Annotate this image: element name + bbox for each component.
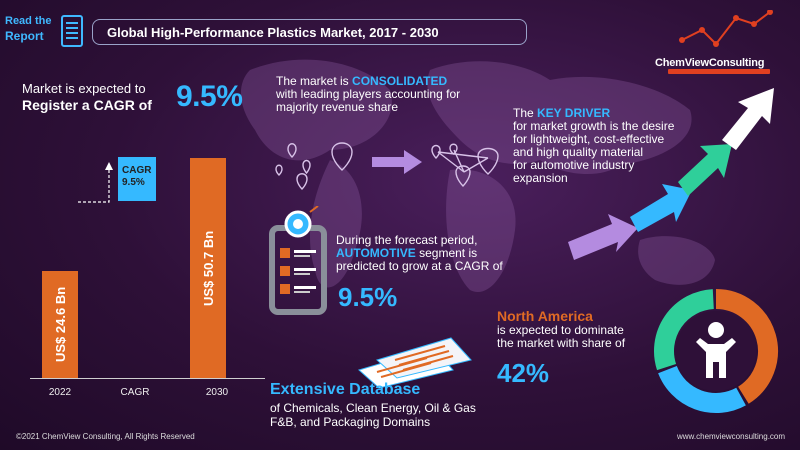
forecast-highlight: AUTOMOTIVE: [336, 246, 416, 260]
cagr-box-label: CAGR: [122, 165, 152, 176]
chart-x-axis: [30, 378, 265, 379]
read-report-line1: Read the: [5, 15, 52, 27]
donut-segment-3: [654, 289, 715, 371]
driver-line1: for market growth is the desire: [513, 119, 675, 133]
consolidated-line3: majority revenue share: [276, 100, 399, 114]
checklist-icon: [269, 206, 327, 315]
cagr-box-value: 9.5%: [122, 177, 145, 188]
bar-label-2030: US$ 50.7 Bn: [201, 230, 216, 306]
page-title-text: Global High-Performance Plastics Market,…: [107, 24, 439, 40]
tick-label-2022: 2022: [48, 387, 72, 398]
forecast-line3: predicted to grow at a CAGR of: [336, 259, 503, 273]
region-line1: is expected to dominate: [497, 323, 624, 337]
consolidated-highlight: CONSOLIDATED: [352, 74, 448, 88]
driver-line3: and high quality material: [513, 145, 644, 159]
cagr-dashed-arrow: [78, 162, 113, 203]
driver-highlight: KEY DRIVER: [537, 106, 611, 120]
market-cagr-text: Market is expected to Register a CAGR of: [22, 80, 152, 114]
consolidated-pre: The market is: [276, 74, 353, 88]
bar-2030: US$ 50.7 Bn: [190, 158, 226, 378]
driver-pre: The: [513, 106, 538, 120]
market-cagr-value: 9.5%: [176, 80, 243, 113]
consolidated-text: The market is CONSOLIDATED with leading …: [276, 75, 476, 114]
page-title: Global High-Performance Plastics Market,…: [92, 19, 527, 45]
clustered-pins-icon: [431, 143, 499, 187]
database-sheets-icon: [358, 337, 472, 389]
forecast-cagr-value: 9.5%: [338, 282, 398, 312]
logo-wordmark: ChemViewConsulting: [655, 57, 765, 69]
market-line2: Register a CAGR of: [22, 97, 152, 113]
growth-arrows-icon: [568, 88, 774, 260]
read-report-line2: Report: [5, 29, 44, 43]
market-line1: Market is expected to: [22, 81, 146, 96]
database-line1: of Chemicals, Clean Energy, Oil & Gas: [270, 401, 476, 415]
donut-segment-2: [658, 365, 746, 413]
tick-label-2030: 2030: [205, 387, 229, 398]
database-title: Extensive Database: [270, 381, 421, 398]
bar-label-2022: US$ 24.6 Bn: [53, 287, 68, 363]
footer-url[interactable]: www.chemviewconsulting.com: [677, 432, 786, 441]
document-icon[interactable]: [60, 14, 84, 48]
region-share-donut: [654, 289, 778, 413]
region-share-value: 42%: [497, 358, 550, 388]
region-line2: the market with share of: [497, 336, 626, 350]
driver-line4: for automotive industry: [513, 158, 635, 172]
logo-tagline-bar: [668, 69, 770, 74]
footer-copyright: ©2021 ChemView Consulting, All Rights Re…: [16, 432, 195, 441]
read-report-link[interactable]: Read the Report: [5, 14, 60, 44]
forecast-text: During the forecast period, AUTOMOTIVE s…: [336, 234, 536, 273]
driver-line5: expansion: [513, 171, 568, 185]
tick-label-cagr: CAGR: [120, 387, 150, 398]
chemview-logo: [679, 10, 773, 47]
database-line2: F&B, and Packaging Domains: [270, 415, 431, 429]
cagr-box: CAGR 9.5%: [118, 157, 156, 201]
scattered-pins-icon: [275, 142, 353, 190]
region-name: North America: [497, 308, 593, 324]
key-driver-text: The KEY DRIVER for market growth is the …: [513, 107, 693, 185]
region-text: North America is expected to dominate th…: [497, 308, 667, 350]
arrow-right-icon: [372, 150, 422, 174]
forecast-line2-rest: segment is: [415, 246, 478, 260]
donut-segment-1: [715, 289, 778, 404]
bar-2022: US$ 24.6 Bn: [42, 271, 78, 378]
person-icon: [696, 322, 736, 378]
forecast-line1: During the forecast period,: [336, 233, 478, 247]
consolidated-line2: with leading players accounting for: [276, 87, 461, 101]
driver-line2: for lightweight, cost-effective: [513, 132, 665, 146]
